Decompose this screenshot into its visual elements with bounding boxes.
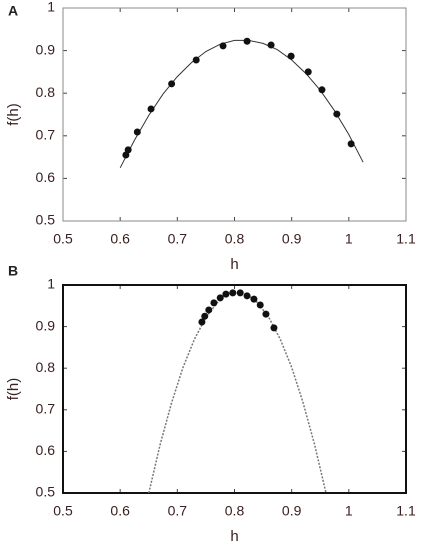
x-tick-label: 0.8 (225, 503, 245, 519)
data-point (270, 324, 278, 332)
data-point (219, 42, 227, 50)
y-tick-label: 0.6 (36, 169, 56, 185)
x-tick-label: 0.7 (168, 231, 188, 247)
y-tick-label: 0.8 (36, 84, 56, 100)
data-point (216, 294, 224, 302)
fit-curve (119, 39, 364, 169)
x-tick-label: 0.5 (53, 503, 73, 519)
data-point (267, 41, 275, 49)
y-tick-label: 0.7 (36, 127, 56, 143)
data-point (147, 105, 155, 113)
plot-frame (62, 284, 407, 494)
x-tick-label: 1.1 (396, 231, 416, 247)
x-tick-label: 0.8 (225, 231, 245, 247)
y-tick-label: 0.6 (36, 442, 56, 458)
data-point (262, 310, 270, 318)
y-axis-label: f(h) (5, 103, 22, 126)
y-tick-label: 0.7 (36, 401, 56, 417)
y-tick-label: 0.8 (36, 359, 56, 375)
y-axis-label: f(h) (5, 378, 22, 401)
data-point (318, 86, 326, 94)
data-point (304, 68, 312, 76)
data-point (210, 299, 218, 307)
y-tick-label: 1 (47, 276, 55, 292)
y-tick-label: 0.9 (36, 41, 56, 57)
y-tick-label: 0.5 (36, 212, 56, 228)
x-tick-label: 1 (345, 231, 353, 247)
data-point (222, 290, 230, 298)
data-point (287, 52, 295, 60)
x-axis-label: h (230, 256, 238, 273)
y-tick-label: 1 (47, 0, 55, 15)
data-point (347, 140, 355, 148)
data-point (256, 301, 264, 309)
data-point (192, 56, 200, 64)
plot-frame (62, 7, 407, 222)
x-tick-label: 0.9 (282, 231, 302, 247)
data-point (198, 318, 206, 326)
data-point (201, 312, 209, 320)
data-point (133, 128, 141, 136)
data-point (168, 80, 176, 88)
panel-label: A (8, 3, 18, 19)
data-point (333, 110, 341, 118)
data-point (243, 37, 251, 45)
fit-curve (148, 291, 327, 494)
x-axis-label: h (230, 528, 238, 545)
x-tick-label: 0.6 (110, 503, 130, 519)
x-tick-label: 0.6 (110, 231, 130, 247)
data-point (243, 292, 251, 300)
x-tick-label: 0.9 (282, 503, 302, 519)
data-point (250, 295, 258, 303)
x-tick-label: 1 (345, 503, 353, 519)
data-point (229, 289, 237, 297)
x-tick-label: 0.7 (168, 503, 188, 519)
data-point (205, 306, 213, 314)
data-point (236, 289, 244, 297)
x-tick-label: 0.5 (53, 231, 73, 247)
panel-label: B (8, 263, 18, 279)
y-tick-label: 0.5 (36, 484, 56, 500)
data-point (124, 146, 132, 154)
x-tick-label: 1.1 (396, 503, 416, 519)
y-tick-label: 0.9 (36, 317, 56, 333)
